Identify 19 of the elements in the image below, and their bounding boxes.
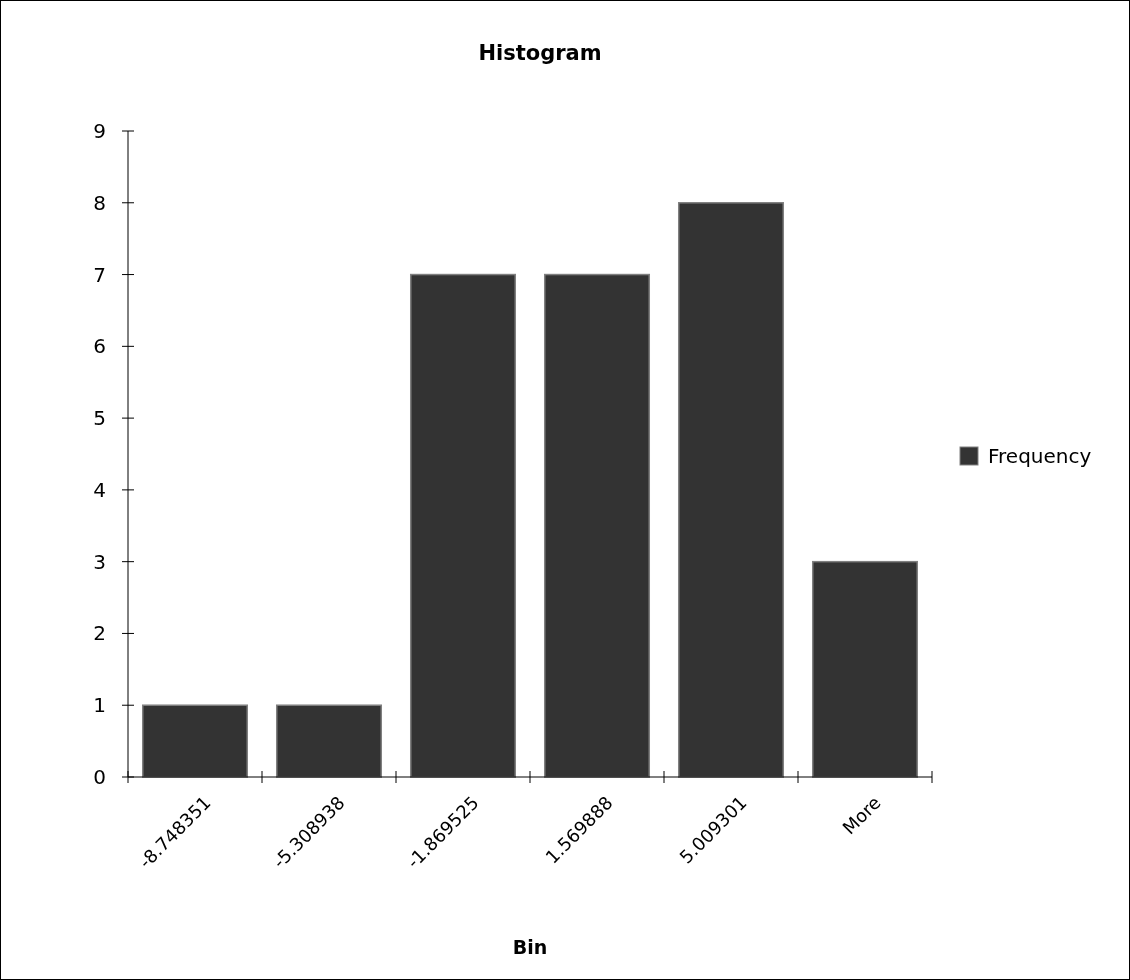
y-tick-label: 7 bbox=[93, 262, 106, 287]
bar bbox=[409, 273, 517, 778]
x-axis-title: Bin bbox=[512, 936, 548, 958]
bar bbox=[811, 560, 919, 778]
y-tick-label: 1 bbox=[93, 693, 106, 718]
bar bbox=[677, 202, 785, 778]
y-tick-label: 6 bbox=[93, 334, 106, 359]
y-tick-label: 0 bbox=[93, 765, 106, 789]
y-tick-label: 4 bbox=[93, 477, 106, 502]
bar bbox=[275, 704, 383, 778]
chart-title: Histogram bbox=[478, 41, 602, 65]
y-tick-label: 9 bbox=[93, 119, 106, 143]
y-tick-label: 8 bbox=[93, 190, 106, 215]
y-tick-label: 5 bbox=[93, 406, 106, 431]
y-tick-label: 3 bbox=[93, 549, 106, 574]
bar bbox=[141, 704, 249, 778]
bar bbox=[543, 273, 651, 778]
y-tick-label: 2 bbox=[93, 621, 106, 646]
legend-label: Frequency bbox=[988, 444, 1092, 468]
